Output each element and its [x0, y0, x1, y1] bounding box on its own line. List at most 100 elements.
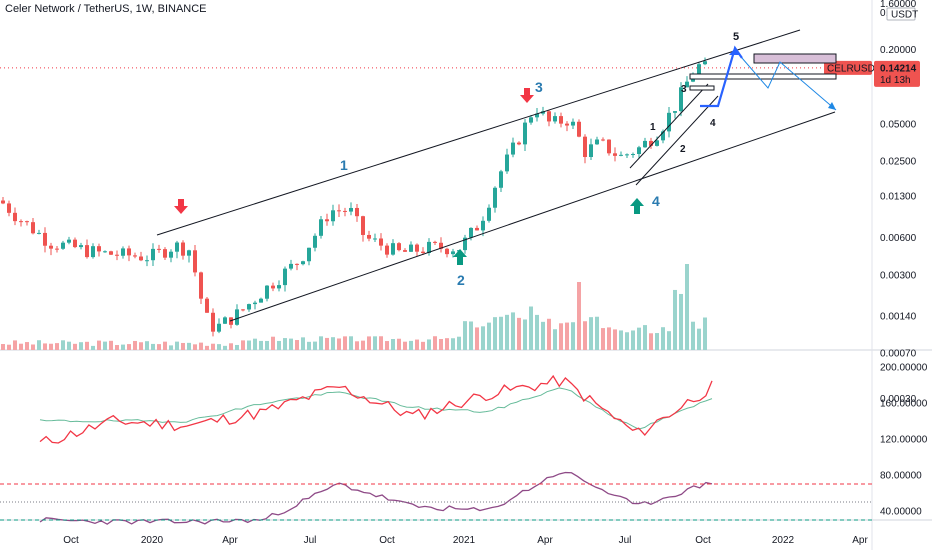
- up-arrow: [630, 198, 644, 206]
- volume-bar: [511, 312, 515, 350]
- candle: [91, 246, 95, 258]
- candle: [511, 142, 515, 155]
- candle: [445, 248, 449, 255]
- oscillator-2-line: [39, 471, 713, 525]
- volume-bar: [607, 327, 611, 350]
- volume-bar: [691, 321, 695, 350]
- candle: [289, 263, 293, 269]
- volume-bar: [589, 317, 593, 350]
- price-tag: [874, 60, 920, 87]
- candle: [319, 219, 323, 236]
- arrowhead: [729, 48, 740, 55]
- candle: [121, 248, 125, 256]
- volume-bar: [91, 345, 95, 350]
- volume-bar: [343, 336, 347, 350]
- volume-bar: [253, 338, 257, 350]
- minor-channel: [629, 83, 709, 169]
- wave-label-4: 4: [652, 193, 660, 209]
- minor-wave-label-2: 2: [680, 144, 686, 155]
- volume-bar: [73, 343, 77, 350]
- candle: [703, 61, 707, 65]
- volume-bar: [547, 318, 551, 350]
- volume-bar: [37, 340, 41, 350]
- candle: [349, 207, 353, 212]
- candle: [139, 256, 143, 261]
- price-tick-label: 0.00030: [880, 394, 917, 405]
- volume-bar: [247, 340, 251, 350]
- candle: [199, 272, 203, 299]
- projection-path: [741, 57, 837, 111]
- price-tick-label: 0.05000: [880, 119, 917, 130]
- volume-bar: [13, 340, 17, 350]
- candle: [643, 140, 647, 148]
- volume-bar: [433, 336, 437, 350]
- signal-line: [39, 387, 713, 430]
- channel-upper: [156, 29, 801, 236]
- candle: [73, 239, 77, 248]
- volume-bar: [385, 341, 389, 350]
- minor-wave-label-4: 4: [710, 118, 716, 129]
- candle: [475, 227, 479, 231]
- up-arrow: [453, 249, 467, 257]
- candle: [493, 187, 497, 208]
- candle: [13, 212, 17, 222]
- indicator-tick-label: 40.00000: [880, 507, 922, 518]
- volume-bar: [457, 336, 461, 350]
- candle: [193, 250, 197, 273]
- volume-bar: [487, 322, 491, 350]
- wave-label-3: 3: [535, 79, 543, 95]
- volume-bar: [175, 341, 179, 350]
- target-zone: [689, 85, 715, 91]
- candle: [481, 220, 485, 231]
- price-tick-label: 0.01300: [880, 192, 917, 203]
- candle: [469, 227, 473, 238]
- volume-bar: [667, 331, 671, 350]
- candle: [187, 250, 191, 256]
- candle: [133, 255, 137, 257]
- volume-bar: [397, 338, 401, 350]
- volume-bar: [55, 343, 59, 350]
- volume-bar: [157, 344, 161, 350]
- time-tick-label: 2020: [141, 535, 164, 546]
- volume-bar: [661, 327, 665, 350]
- volume-bar: [541, 321, 545, 350]
- price-tick-label: 0.02500: [880, 157, 917, 168]
- volume-bar: [217, 344, 221, 350]
- volume-bar: [127, 344, 131, 350]
- volume-bar: [373, 336, 377, 350]
- volume-bar: [163, 341, 167, 350]
- candle: [1, 200, 5, 204]
- up-arrow: [457, 257, 463, 265]
- candle: [583, 136, 587, 158]
- candle: [433, 241, 437, 243]
- volume-bar: [169, 345, 173, 350]
- down-arrow: [524, 88, 530, 95]
- candle: [559, 116, 563, 124]
- volume-bar: [421, 341, 425, 350]
- volume-bar: [697, 328, 701, 350]
- volume-bar: [577, 282, 581, 350]
- candle: [307, 247, 311, 262]
- volume-bar: [133, 340, 137, 350]
- candle: [43, 232, 47, 246]
- volume-bar: [703, 317, 707, 350]
- symbol-tag-label: CELRUSDT: [827, 63, 881, 74]
- volume-bar: [295, 340, 299, 350]
- candle: [595, 139, 599, 145]
- volume-bar: [79, 342, 83, 350]
- candle: [235, 309, 239, 325]
- time-tick-label: Apr: [222, 535, 238, 546]
- target-zone: [753, 53, 837, 64]
- volume-bar: [19, 343, 23, 350]
- candle: [523, 122, 527, 145]
- candle: [613, 153, 617, 156]
- price-tick-label: 0.20000: [880, 45, 917, 56]
- time-tick-label: Jul: [304, 535, 317, 546]
- volume-bar: [505, 314, 509, 350]
- candle: [637, 147, 641, 155]
- candle: [571, 121, 575, 126]
- candle: [7, 203, 11, 213]
- channel-lower: [229, 111, 836, 322]
